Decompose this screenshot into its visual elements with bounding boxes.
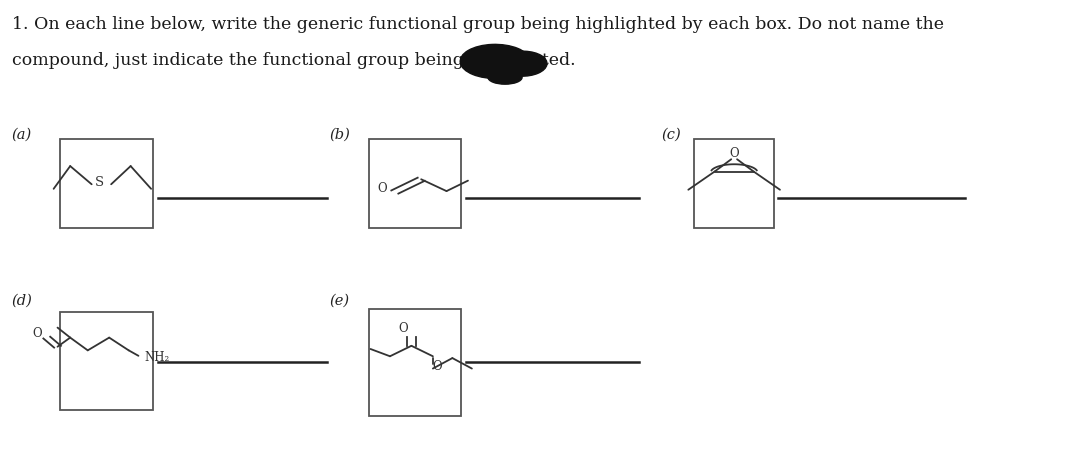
- Text: (c): (c): [661, 127, 680, 142]
- Text: O: O: [729, 147, 739, 160]
- Text: (b): (b): [329, 127, 350, 142]
- Bar: [60, 139, 153, 228]
- Text: O: O: [32, 327, 42, 339]
- Ellipse shape: [498, 51, 546, 76]
- Text: compound, just indicate the functional group being highlighted.: compound, just indicate the functional g…: [12, 52, 576, 69]
- Text: 1. On each line below, write the generic functional group being highlighted by e: 1. On each line below, write the generic…: [12, 16, 944, 33]
- Text: (a): (a): [12, 127, 32, 142]
- Text: O: O: [432, 360, 442, 373]
- Bar: [60, 312, 153, 410]
- Text: O: O: [399, 323, 408, 335]
- Text: (e): (e): [329, 293, 350, 308]
- Text: O: O: [377, 182, 387, 195]
- Ellipse shape: [488, 71, 522, 84]
- Text: NH₂: NH₂: [145, 351, 170, 364]
- Text: S: S: [95, 177, 105, 189]
- Ellipse shape: [460, 45, 530, 78]
- Bar: [694, 139, 774, 228]
- Bar: [368, 139, 461, 228]
- Text: (d): (d): [12, 293, 32, 308]
- Bar: [368, 309, 461, 416]
